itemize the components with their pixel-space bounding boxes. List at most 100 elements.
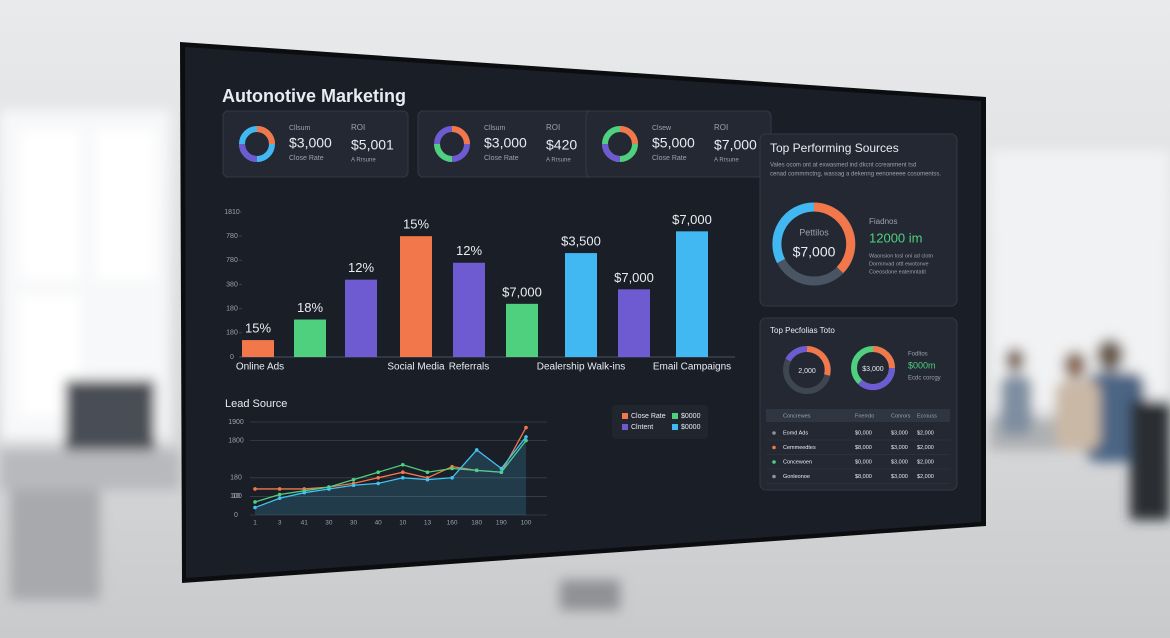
kpi-label: ROI <box>714 123 728 132</box>
kpi-donut-segment <box>451 126 470 145</box>
x-tick-label: 160 <box>447 520 458 527</box>
point <box>327 487 331 491</box>
x-tick-label: Referrals <box>449 362 490 373</box>
table-header-bg <box>766 409 950 422</box>
line <box>254 436 527 509</box>
table-cell: $8,000 <box>855 474 872 480</box>
y-tick-label: 180 <box>230 475 242 482</box>
table-cell: $0,000 <box>855 459 872 465</box>
point <box>253 505 257 510</box>
table-cell: $2,000 <box>917 430 934 436</box>
bar <box>294 319 326 357</box>
bar-value-label: $7,000 <box>614 270 654 285</box>
kpi-donut-segment <box>619 126 638 145</box>
point <box>425 470 430 475</box>
table-cell: $0,000 <box>855 430 872 436</box>
bar-value-label: $7,000 <box>502 284 542 299</box>
side-text: Ecdc corcgy <box>908 376 941 382</box>
bar <box>242 340 274 357</box>
side-value: $000m <box>908 360 936 370</box>
bar-value-label: 12% <box>456 243 482 258</box>
row-dot <box>772 460 776 464</box>
point <box>376 476 380 480</box>
x-tick-label: 41 <box>301 520 309 527</box>
table-cell: $3,000 <box>891 430 908 436</box>
totals-panel <box>759 317 958 491</box>
side-text: Waonsion tosl oni ad clotn <box>869 253 933 259</box>
kpi-sub: A Rrsune <box>351 158 376 164</box>
panel-text: cenad commmctng, wassag a dekenng eenone… <box>770 172 941 178</box>
y-tick-label: 1800 <box>228 437 244 444</box>
point <box>376 470 380 475</box>
x-tick-label: Social Media <box>387 362 445 373</box>
side-value: 12000 im <box>869 230 922 245</box>
point <box>450 476 454 480</box>
kpi-donut-segment <box>239 143 258 162</box>
y-tick-label: 780 <box>226 257 238 264</box>
table-cell: Gonleonoe <box>783 474 810 480</box>
point <box>277 492 282 497</box>
table-cell: Concewoen <box>783 459 812 465</box>
kpi-value: $7,000 <box>714 137 757 153</box>
row-dot <box>772 474 776 479</box>
table-cell: $2,000 <box>917 445 934 451</box>
table-cell: $8,000 <box>855 445 872 451</box>
office-blur <box>0 110 1170 610</box>
kpi-donut-segment <box>434 143 453 162</box>
legend: Close Rate $0000 Clntent $0000 <box>622 413 701 431</box>
side-text: Coeosdone eatemntatit <box>869 269 926 275</box>
x-tick-label: 40 <box>375 520 383 527</box>
table-cell: $3,000 <box>891 459 908 465</box>
kpi-sub: Close Rate <box>652 155 687 162</box>
kpi-value: $5,000 <box>652 135 695 151</box>
y-tick-label: 180 <box>226 306 238 313</box>
dashboard-title: Autonotive Marketing <box>222 86 406 106</box>
x-tick-label: 10 <box>399 520 407 527</box>
bar-chart: 0 180 180 380 780 780 1810 15% Online Ads 18% 12% 1… <box>224 209 735 373</box>
table-header: Concrewes <box>783 413 811 419</box>
bar-value-label: 15% <box>245 321 271 336</box>
legend-swatch <box>622 424 628 430</box>
table-cell: Eomd Ads <box>783 430 808 436</box>
point <box>277 496 282 501</box>
legend-box <box>612 405 708 439</box>
panel-title: Top Performing Sources <box>770 141 899 155</box>
panel-text: Vales ocom ont at exwasmed ind dkcnt ccr… <box>770 163 916 169</box>
kpi-label: Clsew <box>652 125 672 132</box>
legend-swatch <box>672 424 678 430</box>
bar-value-label: $7,000 <box>672 212 712 227</box>
y-tick-label: 780 <box>226 233 238 240</box>
x-tick-label: 100 <box>521 520 532 527</box>
kpi-card <box>222 110 409 178</box>
donut-value: 2,000 <box>798 368 816 375</box>
point <box>499 466 504 471</box>
donut-value: $7,000 <box>793 244 836 260</box>
legend-label: Clntent <box>631 424 653 431</box>
kpi-sub: Close Rate <box>484 155 519 162</box>
bar <box>453 262 485 357</box>
bar-value-label: $3,500 <box>561 234 601 249</box>
table-cell: $3,000 <box>891 445 908 451</box>
kpi-row: Cllsum $3,000 Close Rate ROI $5,001 A Rrsune C… <box>222 110 772 178</box>
y-tick-label: 0 <box>230 354 234 361</box>
kpi-value: $3,000 <box>484 135 527 151</box>
point <box>253 500 257 504</box>
x-tick-label: 190 <box>496 520 507 527</box>
area <box>255 436 526 515</box>
legend-swatch <box>672 413 678 419</box>
bar-value-label: 15% <box>403 217 429 232</box>
donut-value: $3,000 <box>862 366 884 373</box>
bar <box>565 253 597 357</box>
table: Concrewes Fnerrdo Conrors Ecrouss Eomd Ads $0… <box>766 413 950 484</box>
point <box>524 435 528 439</box>
y-tick-label: 10 <box>232 493 240 500</box>
kpi-label: ROI <box>351 123 365 132</box>
bar <box>345 279 377 357</box>
table-cell: $3,000 <box>891 474 908 480</box>
kpi-value: $5,001 <box>351 137 394 153</box>
kpi-sub: A Rrsune <box>714 158 739 164</box>
donut-label: Pettilos <box>799 227 829 237</box>
x-tick-label: Dealership Walk-ins <box>537 362 626 373</box>
side-label: Fodltos <box>908 352 928 358</box>
